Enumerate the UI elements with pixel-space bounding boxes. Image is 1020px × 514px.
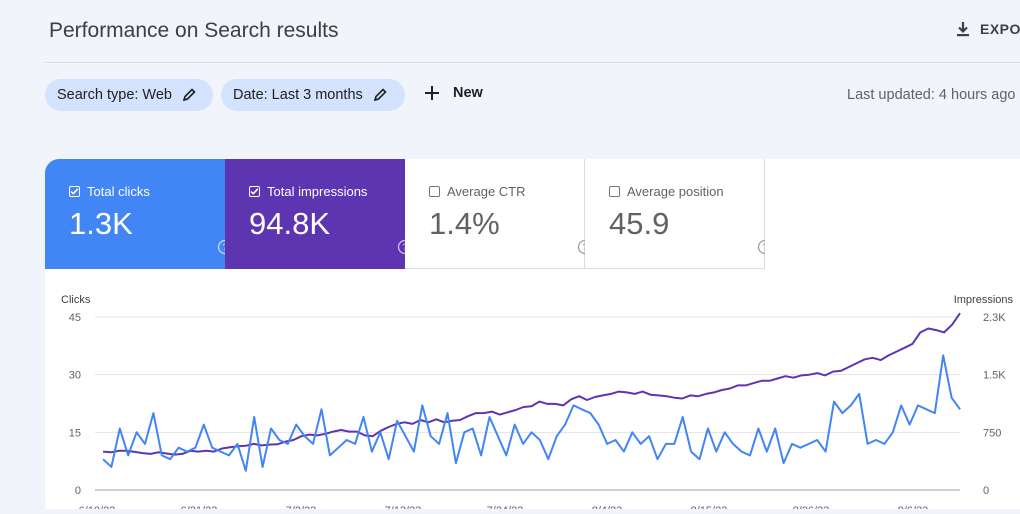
date-filter-chip[interactable]: Date: Last 3 months [221, 79, 405, 111]
metric-label-clicks: Total clicks [87, 184, 150, 199]
x-tick-label: 8/26/23 [793, 505, 830, 509]
checkbox-ctr[interactable] [429, 186, 440, 197]
right-tick-label: 0 [983, 485, 989, 497]
x-tick-label: 6/10/23 [79, 505, 116, 509]
x-tick-label: 8/15/23 [691, 505, 728, 509]
series-line-clicks[interactable] [102, 354, 961, 472]
metric-label-position: Average position [627, 184, 724, 199]
right-tick-label: 750 [983, 427, 1001, 439]
header-divider [45, 62, 1020, 63]
export-label: EXPO [980, 21, 1020, 37]
date-label: Date: Last 3 months [233, 87, 363, 103]
metric-card-ctr[interactable]: Average CTR 1.4% ? [405, 159, 593, 269]
left-tick-label: 45 [69, 312, 81, 324]
right-tick-label: 2.3K [983, 312, 1006, 324]
left-tick-label: 0 [75, 485, 81, 497]
plus-icon [425, 86, 439, 100]
series-line-impressions[interactable] [102, 312, 961, 456]
right-axis-title: Impressions [954, 294, 1014, 306]
edit-pencil-icon[interactable] [182, 88, 196, 102]
metric-label-impressions: Total impressions [267, 184, 368, 199]
right-tick-label: 1.5K [983, 370, 1006, 382]
page-header: Performance on Search results EXPO [0, 0, 1020, 62]
x-tick-label: 7/2/23 [286, 505, 317, 509]
left-tick-label: 15 [69, 427, 81, 439]
page-title: Performance on Search results [49, 19, 339, 42]
x-tick-label: 6/21/23 [181, 505, 218, 509]
left-axis-title: Clicks [61, 294, 91, 306]
last-updated-text: Last updated: 4 hours ago [847, 87, 1016, 103]
metric-card-clicks[interactable]: Total clicks 1.3K ? [45, 159, 233, 269]
new-filter-button[interactable]: New [423, 84, 483, 102]
checkbox-impressions[interactable] [249, 186, 260, 197]
export-button[interactable]: EXPO [954, 20, 1020, 38]
download-icon [957, 22, 969, 37]
new-label: New [453, 85, 483, 101]
metric-value-ctr: 1.4% [429, 206, 500, 241]
x-tick-label: 7/24/23 [487, 505, 524, 509]
metric-card-spacer [765, 159, 1020, 270]
performance-chart-panel: Clicks Impressions 45 30 15 0 2.3K 1.5K 750 0 … [45, 269, 1020, 514]
checkbox-position[interactable] [609, 186, 620, 197]
search-type-label: Search type: Web [57, 87, 172, 103]
x-tick-label: 9/6/23 [898, 505, 929, 509]
x-tick-label: 7/13/23 [385, 505, 422, 509]
search-type-filter-chip[interactable]: Search type: Web [45, 79, 213, 111]
metric-card-position[interactable]: Average position 45.9 ? [585, 159, 773, 269]
metric-card-impressions[interactable]: Total impressions 94.8K ? [225, 159, 413, 269]
metric-value-clicks: 1.3K [69, 206, 133, 241]
metric-value-impressions: 94.8K [249, 206, 331, 241]
metric-value-position: 45.9 [609, 206, 670, 241]
left-tick-label: 30 [69, 370, 81, 382]
edit-pencil-icon[interactable] [373, 88, 387, 102]
metric-label-ctr: Average CTR [447, 184, 526, 199]
checkbox-clicks[interactable] [69, 186, 80, 197]
x-tick-label: 8/4/23 [592, 505, 623, 509]
